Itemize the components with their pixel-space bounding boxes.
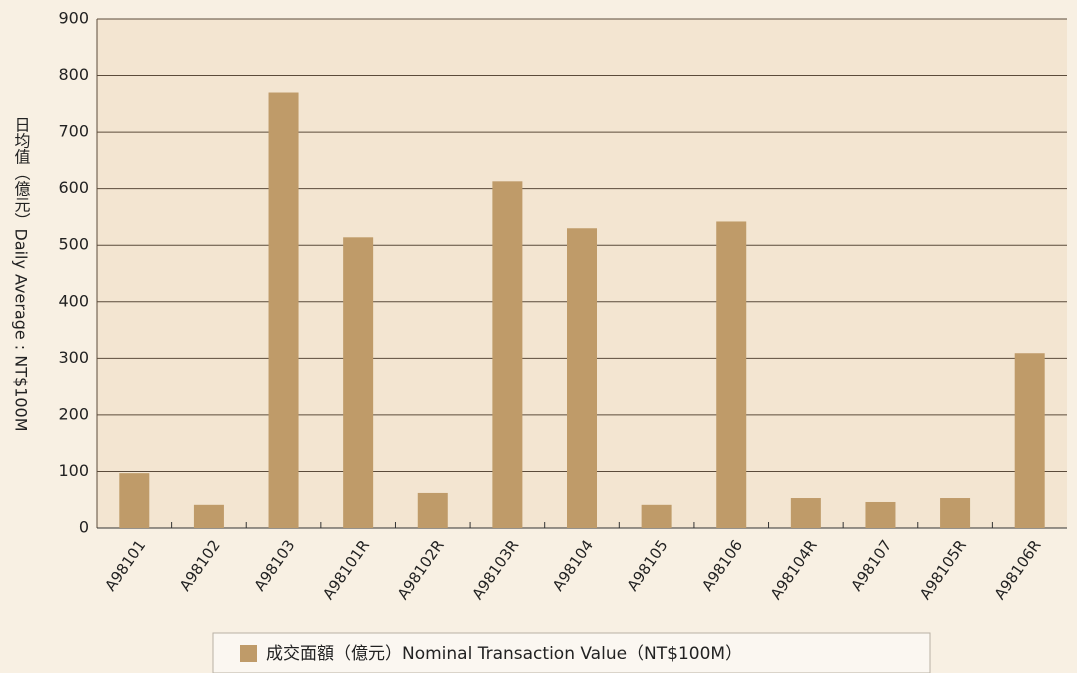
y-tick-label: 300 — [58, 348, 89, 367]
bar — [417, 492, 448, 528]
y-tick-label: 0 — [79, 518, 89, 537]
bar — [790, 498, 821, 528]
legend-label: 成交面額（億元）Nominal Transaction Value（NT$100… — [266, 644, 742, 664]
bar — [193, 504, 224, 528]
y-tick-label: 700 — [58, 122, 89, 141]
bar — [492, 181, 523, 528]
bar — [865, 501, 896, 528]
y-tick-label: 200 — [58, 404, 89, 423]
bar — [641, 504, 672, 528]
y-tick-label: 600 — [58, 178, 89, 197]
y-tick-label: 400 — [58, 291, 89, 310]
legend-box — [212, 632, 931, 673]
bar — [343, 237, 374, 528]
bar — [119, 473, 150, 528]
y-axis-label: 日均值（億元）Daily Average : NT$100M — [12, 116, 31, 431]
bar — [268, 92, 299, 529]
legend-swatch — [240, 645, 257, 662]
y-tick-label: 900 — [58, 9, 89, 28]
bar — [716, 221, 747, 529]
bar — [1014, 353, 1045, 528]
y-tick-label: 100 — [58, 461, 89, 480]
bar — [567, 228, 597, 528]
y-tick-label: 800 — [58, 65, 89, 84]
bar — [940, 498, 971, 528]
y-tick-label: 500 — [58, 235, 89, 254]
